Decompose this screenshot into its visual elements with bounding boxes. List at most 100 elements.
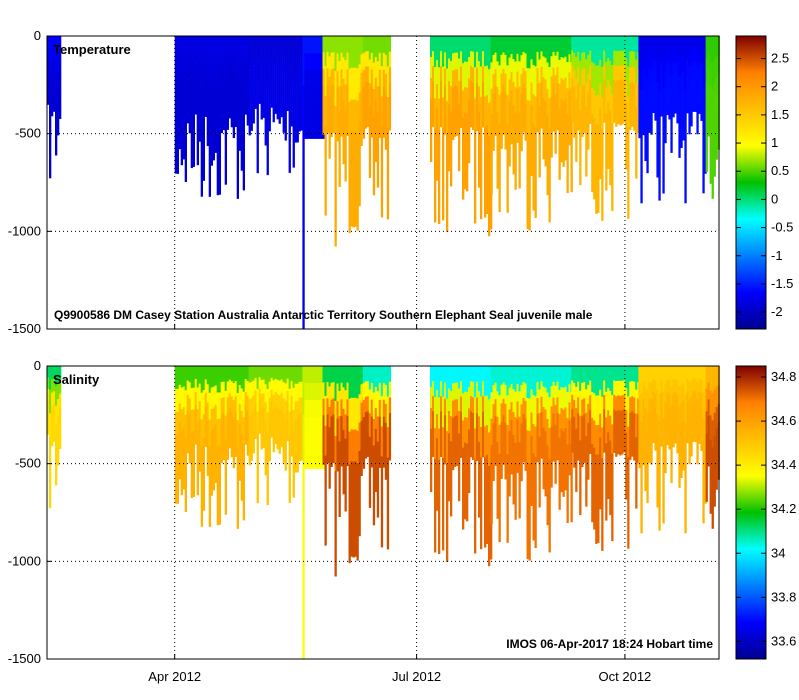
salinity-profile-cell — [272, 380, 275, 395]
salinity-profile-cell — [490, 497, 493, 525]
salinity-profile-cell — [288, 434, 291, 458]
temperature-profile-cell — [328, 36, 331, 57]
temperature-profile-cell — [278, 50, 281, 66]
temperature-profile-cell — [448, 148, 451, 172]
salinity-profile-cell — [206, 384, 209, 403]
salinity-profile-cell — [476, 366, 479, 383]
temperature-profile-cell — [542, 118, 545, 139]
temperature-profile-cell — [334, 176, 337, 212]
temperature-profile-cell — [713, 106, 716, 130]
temperature-profile-cell — [571, 64, 574, 80]
temperature-profile-cell — [476, 83, 479, 100]
salinity-profile-cell — [668, 379, 671, 395]
salinity-profile-cell — [579, 490, 582, 516]
salinity-profile-cell — [308, 417, 311, 435]
salinity-profile-cell — [619, 395, 622, 411]
temperature-profile-cell — [690, 111, 693, 127]
salinity-profile-cell — [280, 433, 283, 448]
temperature-profile-cell — [514, 36, 517, 62]
salinity-profile-cell — [340, 366, 343, 383]
salinity-profile-cell — [49, 460, 52, 485]
salinity-profile-cell — [358, 451, 361, 480]
salinity-profile-cell — [184, 438, 187, 464]
temperature-profile-cell — [260, 36, 263, 51]
salinity-profile-cell — [474, 366, 477, 398]
temperature-profile-cell — [320, 36, 323, 54]
temperature-profile-cell — [496, 163, 499, 189]
salinity-profile-cell — [478, 441, 481, 468]
temperature-profile-cell — [705, 103, 708, 127]
temperature-profile-cell — [508, 36, 511, 58]
salinity-profile-cell — [662, 444, 665, 472]
temperature-profile-cell — [702, 88, 705, 115]
temperature-profile-cell — [458, 148, 461, 172]
salinity-profile-cell — [270, 377, 273, 391]
salinity-profile-cell — [711, 447, 714, 475]
salinity-profile-cell — [571, 438, 574, 453]
temperature-profile-cell — [664, 36, 667, 55]
temperature-profile-cell — [376, 61, 380, 87]
temperature-profile-cell — [322, 36, 325, 53]
temperature-profile-cell — [585, 152, 588, 177]
temperature-profile-cell — [631, 51, 634, 67]
salinity-profile-cell — [585, 459, 588, 484]
temperature-profile-cell — [326, 100, 329, 117]
temperature-profile-cell — [286, 85, 289, 99]
salinity-profile-cell — [382, 433, 386, 451]
salinity-profile-cell — [498, 512, 501, 543]
temperature-profile-cell — [615, 81, 618, 97]
salinity-profile-cell — [709, 464, 712, 490]
temperature-profile-cell — [520, 36, 523, 56]
salinity-profile-cell — [260, 393, 263, 408]
temperature-profile-cell — [494, 69, 497, 87]
temperature-profile-cell — [564, 98, 567, 120]
temperature-profile-cell — [496, 137, 499, 164]
temperature-profile-cell — [262, 76, 265, 91]
temperature-profile-cell — [637, 36, 640, 53]
temperature-profile-cell — [346, 102, 349, 120]
temperature-profile-cell — [258, 58, 261, 71]
temperature-profile-cell — [312, 104, 315, 122]
salinity-profile-cell — [637, 366, 640, 383]
salinity-profile-cell — [597, 454, 600, 484]
temperature-profile-cell — [678, 96, 681, 118]
temperature-profile-cell — [234, 51, 237, 67]
temperature-profile-cell — [611, 36, 614, 66]
temperature-profile-cell — [47, 93, 50, 105]
temperature-profile-cell — [340, 69, 343, 87]
salinity-profile-cell — [589, 380, 592, 396]
temperature-profile-cell — [700, 64, 703, 79]
temperature-profile-cell — [208, 36, 211, 64]
temperature-profile-cell — [386, 36, 390, 67]
salinity-profile-cell — [292, 453, 295, 476]
salinity-profile-cell — [711, 366, 714, 394]
temperature-profile-cell — [564, 36, 567, 57]
salinity-profile-cell — [680, 459, 683, 478]
temperature-profile-cell — [378, 103, 382, 121]
temperature-profile-cell — [688, 101, 691, 118]
salinity-profile-cell — [629, 381, 632, 398]
salinity-profile-cell — [707, 449, 710, 467]
temperature-profile-cell — [544, 144, 547, 167]
temperature-profile-cell — [474, 160, 477, 193]
temperature-profile-cell — [302, 182, 305, 232]
temperature-profile-cell — [192, 36, 195, 59]
salinity-profile-cell — [248, 415, 251, 433]
temperature-profile-cell — [707, 69, 710, 87]
salinity-profile-cell — [456, 415, 459, 433]
temperature-profile-cell — [678, 76, 681, 98]
salinity-profile-cell — [540, 412, 543, 428]
temperature-profile-cell — [328, 56, 331, 78]
salinity-profile-cell — [348, 398, 351, 432]
salinity-profile-cell — [262, 406, 265, 421]
salinity-profile-cell — [460, 396, 463, 413]
salinity-profile-cell — [436, 366, 439, 391]
salinity-profile-cell — [322, 431, 325, 449]
salinity-profile-cell — [450, 416, 453, 442]
salinity-profile-cell — [282, 398, 285, 415]
temperature-profile-cell — [682, 53, 685, 72]
temperature-profile-cell — [252, 36, 255, 51]
temperature-profile-cell — [494, 118, 497, 136]
temperature-profile-cell — [591, 139, 594, 167]
temperature-profile-cell — [654, 36, 657, 51]
